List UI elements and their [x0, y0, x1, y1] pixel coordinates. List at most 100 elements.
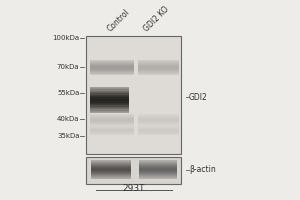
Bar [91, 178, 131, 179]
Bar [91, 172, 131, 173]
Bar [90, 70, 134, 71]
Bar [90, 88, 129, 89]
Bar [90, 92, 129, 93]
Bar [91, 167, 131, 168]
Bar [86, 157, 182, 184]
Bar [91, 160, 131, 161]
Bar [138, 117, 178, 118]
Bar [139, 167, 177, 168]
Bar [138, 130, 178, 131]
Bar [138, 123, 178, 124]
Bar [90, 62, 134, 63]
Bar [139, 168, 177, 169]
Bar [90, 97, 129, 99]
Bar [139, 172, 177, 173]
Text: 100kDa: 100kDa [52, 35, 80, 41]
Bar [90, 65, 134, 66]
Bar [90, 119, 134, 120]
Bar [90, 60, 134, 61]
Bar [90, 127, 134, 128]
Text: GDI2 KO: GDI2 KO [142, 5, 170, 33]
Bar [138, 134, 178, 135]
Bar [138, 60, 178, 61]
Bar [91, 164, 131, 165]
Bar [91, 173, 131, 174]
Bar [90, 125, 134, 126]
Bar [139, 162, 177, 163]
Bar [90, 134, 134, 135]
Text: 55kDa: 55kDa [57, 90, 80, 96]
Bar [90, 112, 129, 113]
Bar [90, 123, 134, 124]
Bar [91, 175, 131, 176]
Bar [90, 87, 129, 88]
Bar [138, 127, 178, 128]
Bar [138, 131, 178, 132]
Bar [86, 36, 182, 154]
Bar [90, 121, 134, 122]
Bar [138, 125, 178, 126]
Bar [90, 130, 134, 131]
Bar [90, 114, 134, 115]
Bar [139, 171, 177, 172]
Bar [90, 104, 129, 105]
Bar [90, 69, 134, 70]
Bar [90, 126, 134, 127]
Bar [139, 176, 177, 177]
Bar [91, 169, 131, 170]
Bar [91, 162, 131, 163]
Bar [138, 132, 178, 133]
Bar [90, 124, 134, 125]
Bar [90, 71, 134, 72]
Bar [138, 126, 178, 127]
Bar [138, 72, 178, 73]
Bar [138, 69, 178, 70]
Bar [90, 73, 134, 74]
Bar [138, 66, 178, 67]
Bar [138, 114, 178, 115]
Bar [138, 65, 178, 66]
Bar [90, 93, 129, 95]
Bar [90, 129, 134, 130]
Bar [138, 128, 178, 129]
Bar [90, 64, 134, 65]
Bar [90, 111, 129, 112]
Bar [139, 177, 177, 178]
Bar [139, 175, 177, 176]
Bar [90, 63, 134, 64]
Bar [90, 99, 129, 100]
Bar [91, 177, 131, 178]
Bar [90, 120, 134, 121]
Text: 35kDa: 35kDa [57, 133, 80, 139]
Bar [138, 119, 178, 120]
Bar [90, 105, 129, 107]
Text: β-actin: β-actin [189, 165, 216, 174]
Bar [90, 117, 134, 118]
Bar [138, 68, 178, 69]
Bar [139, 166, 177, 167]
Bar [139, 163, 177, 164]
Bar [90, 122, 134, 123]
Bar [138, 71, 178, 72]
Bar [138, 118, 178, 119]
Bar [139, 174, 177, 175]
Text: 70kDa: 70kDa [57, 64, 80, 70]
Bar [139, 170, 177, 171]
Text: GDI2: GDI2 [189, 93, 208, 102]
Bar [91, 176, 131, 177]
Bar [90, 101, 129, 103]
Bar [91, 168, 131, 169]
Bar [90, 132, 134, 133]
Bar [138, 122, 178, 123]
Bar [91, 166, 131, 167]
Bar [90, 89, 129, 91]
Bar [139, 165, 177, 166]
Bar [138, 61, 178, 62]
Text: 293T: 293T [123, 184, 145, 193]
Bar [138, 64, 178, 65]
Bar [139, 160, 177, 161]
Bar [90, 115, 134, 116]
Bar [139, 178, 177, 179]
Bar [90, 128, 134, 129]
Bar [138, 116, 178, 117]
